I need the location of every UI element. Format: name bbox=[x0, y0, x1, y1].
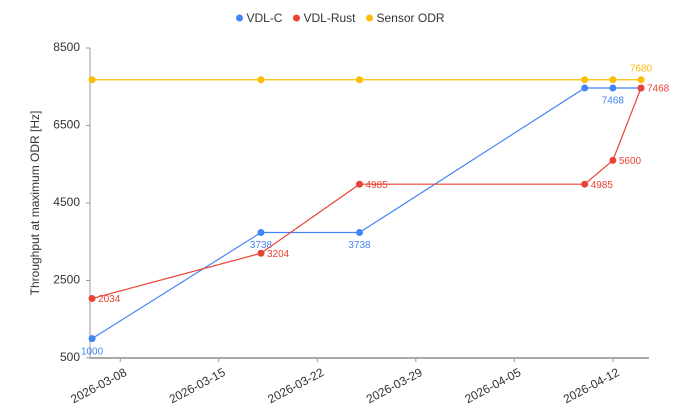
data-point bbox=[581, 76, 589, 84]
legend: VDL-C VDL-Rust Sensor ODR bbox=[235, 11, 445, 25]
y-tick-label: 6500 bbox=[53, 118, 80, 132]
data-label: 2034 bbox=[98, 294, 121, 305]
y-tick-label: 500 bbox=[60, 350, 80, 364]
data-point bbox=[356, 180, 363, 188]
data-point bbox=[581, 84, 589, 92]
legend-label: Sensor ODR bbox=[377, 11, 445, 25]
y-tick-label: 2500 bbox=[53, 273, 80, 287]
data-point bbox=[609, 156, 617, 164]
data-point bbox=[609, 76, 617, 84]
data-point bbox=[88, 295, 96, 303]
x-tick-label: 2026-04-12 bbox=[561, 365, 622, 406]
data-label: 7468 bbox=[647, 84, 670, 95]
y-tick-label: 4500 bbox=[53, 195, 80, 209]
data-label: 4985 bbox=[591, 180, 614, 191]
data-point bbox=[88, 335, 96, 343]
data-label: 5600 bbox=[619, 156, 642, 167]
y-axis-label: Throughput at maximum ODR [Hz] bbox=[28, 111, 42, 296]
data-label: 4985 bbox=[366, 180, 389, 191]
series-line bbox=[91, 87, 642, 300]
series-line bbox=[91, 87, 641, 340]
data-label: 3738 bbox=[250, 240, 273, 251]
data-label: 3204 bbox=[267, 249, 290, 260]
data-point bbox=[356, 229, 363, 237]
data-point bbox=[257, 76, 265, 84]
data-point bbox=[257, 249, 265, 257]
x-tick-label: 2026-03-08 bbox=[68, 365, 129, 406]
x-tick-label: 2026-04-05 bbox=[462, 365, 523, 406]
x-tick-label: 2026-03-15 bbox=[167, 365, 228, 406]
x-tick-label: 2026-03-29 bbox=[364, 365, 425, 406]
data-point bbox=[356, 76, 363, 84]
data-point bbox=[581, 180, 589, 188]
legend-marker bbox=[366, 14, 373, 22]
data-point bbox=[637, 84, 645, 92]
data-point bbox=[637, 76, 645, 84]
data-point bbox=[257, 229, 265, 237]
legend-marker bbox=[235, 14, 243, 22]
data-label: 1000 bbox=[81, 346, 104, 357]
data-point bbox=[609, 84, 617, 92]
legend-label: VDL-C bbox=[246, 11, 282, 25]
y-tick-label: 8500 bbox=[53, 40, 80, 54]
data-point bbox=[88, 76, 96, 84]
legend-label: VDL-Rust bbox=[303, 11, 356, 25]
data-label: 7468 bbox=[602, 96, 625, 107]
legend-marker bbox=[292, 14, 300, 22]
data-label: 3738 bbox=[348, 240, 371, 251]
x-tick-label: 2026-03-22 bbox=[265, 365, 326, 406]
data-label: 7680 bbox=[630, 63, 653, 74]
